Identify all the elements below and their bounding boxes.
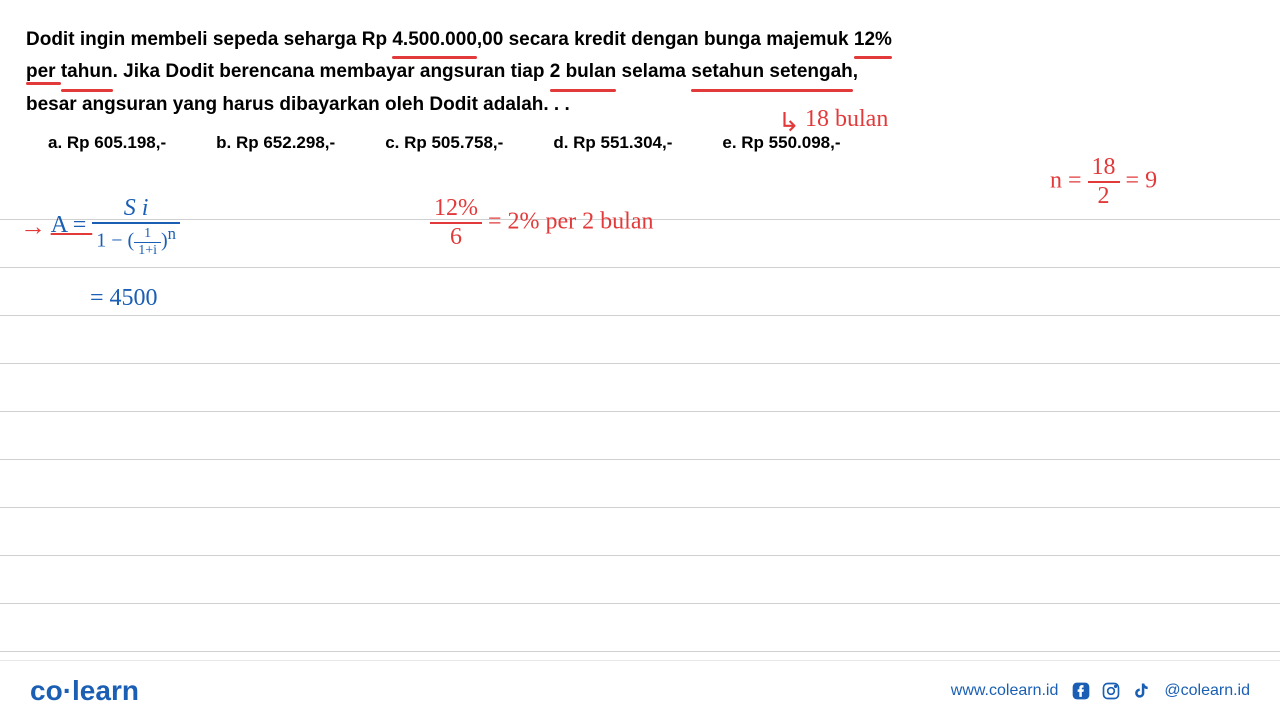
question-line3: besar angsuran yang harus dibayarkan ole… <box>26 89 1254 121</box>
annotation-4500: = 4500 <box>90 285 158 312</box>
text: selama <box>616 61 691 82</box>
annotation-arrow-icon: ↳ <box>778 108 800 138</box>
fraction: S i1 − (11+i)n <box>92 195 180 259</box>
footer-right: www.colearn.id @colearn.id <box>951 680 1250 702</box>
social-icons <box>1070 680 1152 702</box>
denominator: 2 <box>1088 183 1120 210</box>
logo-learn: learn <box>72 675 139 706</box>
text: A = <box>51 212 93 238</box>
annotation-formula: → A = S i1 − (11+i)n <box>20 195 180 259</box>
text: Dodit ingin membeli sepeda seharga Rp <box>26 29 392 50</box>
footer-handle[interactable]: @colearn.id <box>1164 682 1250 700</box>
option-b: b. Rp 652.298,- <box>216 133 335 153</box>
denominator: 6 <box>430 224 482 251</box>
text: ,00 secara kredit dengan bunga majemuk <box>477 29 854 50</box>
fraction: 182 <box>1088 154 1120 210</box>
logo-dot: · <box>63 675 72 706</box>
underlined-rate: 12% <box>854 24 892 56</box>
tiktok-icon[interactable] <box>1130 680 1152 702</box>
option-a: a. Rp 605.198,- <box>48 133 166 153</box>
facebook-icon[interactable] <box>1070 680 1092 702</box>
logo-co: co <box>30 675 63 706</box>
option-c: c. Rp 505.758,- <box>385 133 503 153</box>
text: per <box>26 61 61 82</box>
question-line2: per tahun. Jika Dodit berencana membayar… <box>26 56 1254 88</box>
annotation-18bulan: 18 bulan <box>805 106 888 133</box>
underlined-tahun: tahun <box>61 56 113 88</box>
text: , <box>853 61 858 82</box>
answer-options: a. Rp 605.198,- b. Rp 652.298,- c. Rp 50… <box>26 133 1254 153</box>
text: n = <box>1050 168 1088 194</box>
option-d: d. Rp 551.304,- <box>553 133 672 153</box>
instagram-icon[interactable] <box>1100 680 1122 702</box>
footer-url[interactable]: www.colearn.id <box>951 682 1059 700</box>
numerator: 12% <box>430 195 482 224</box>
numerator: S i <box>92 195 180 224</box>
question-block: Dodit ingin membeli sepeda seharga Rp 4.… <box>0 0 1280 153</box>
underlined-setahun: setahun setengah <box>691 56 853 88</box>
numerator: 18 <box>1088 154 1120 183</box>
underlined-price: 4.500.000 <box>392 24 477 56</box>
annotation-n-equation: n = 182 = 9 <box>1050 154 1157 210</box>
arrow-icon: → <box>20 212 46 241</box>
question-line1: Dodit ingin membeli sepeda seharga Rp 4.… <box>26 24 1254 56</box>
text: . Jika Dodit berencana membayar angsuran… <box>113 61 550 82</box>
fraction: 12%6 <box>430 195 482 251</box>
formula-body: A = S i1 − (11+i)n <box>51 212 180 238</box>
annotation-rate-calc: 12%6 = 2% per 2 bulan <box>430 195 654 251</box>
text: = 2% per 2 bulan <box>482 209 654 235</box>
text: = 9 <box>1120 168 1158 194</box>
footer: co·learn www.colearn.id @colearn.id <box>0 660 1280 720</box>
underlined-2bulan: 2 bulan <box>550 56 617 88</box>
denominator: 1 − (11+i)n <box>92 224 180 259</box>
logo: co·learn <box>30 675 139 707</box>
